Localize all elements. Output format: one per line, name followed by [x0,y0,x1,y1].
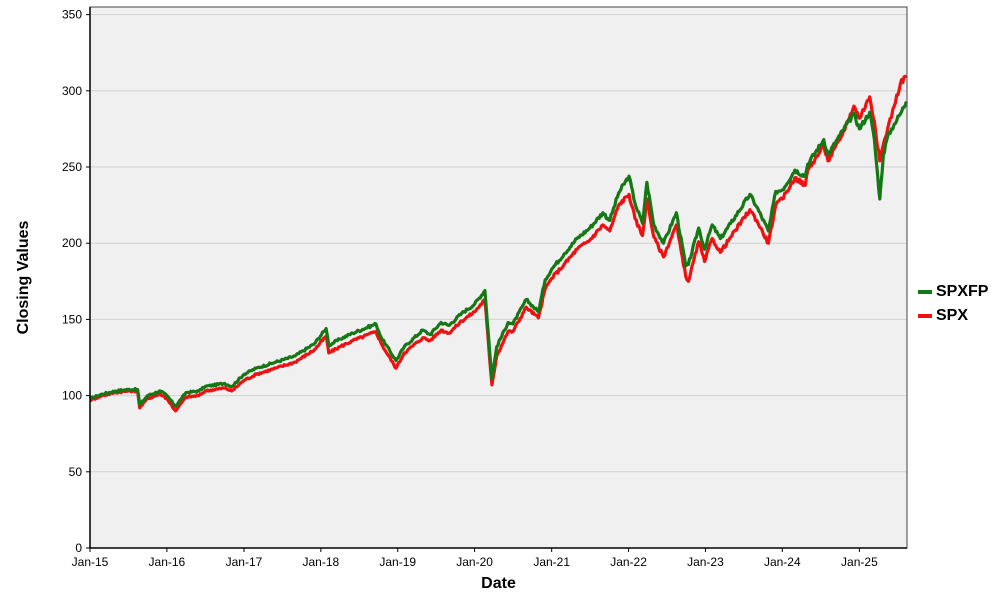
x-tick-label: Jan-23 [687,555,724,569]
legend-label-spx: SPX [936,307,969,324]
y-tick-label: 150 [62,312,82,326]
x-axis: Jan-15 Jan-16 Jan-17 Jan-18 Jan-19 Jan-20 Jan-… [72,548,878,569]
legend-item-spxfp: SPXFP [918,280,988,304]
legend-swatch-spx [918,314,932,318]
x-tick-label: Jan-20 [456,555,493,569]
y-tick-label: 350 [62,8,82,22]
x-tick-label: Jan-21 [533,555,570,569]
y-axis: 0 50 100 150 200 250 300 350 [62,8,90,555]
y-tick-label: 200 [62,236,82,250]
x-tick-label: Jan-24 [764,555,801,569]
x-tick-label: Jan-16 [149,555,186,569]
legend-swatch-spxfp [918,290,932,294]
plot-frame [89,6,908,549]
y-tick-label: 100 [62,389,82,403]
gridlines [90,14,907,549]
x-tick-label: Jan-15 [72,555,109,569]
series-line-spxfp [88,101,908,408]
legend: SPXFP SPX [918,280,988,328]
y-tick-label: 300 [62,84,82,98]
x-tick-label: Jan-17 [226,555,263,569]
y-tick-label: 0 [75,541,82,555]
y-axis-title: Closing Values [15,220,32,334]
plot-area [90,7,907,548]
series-lines [88,74,908,413]
legend-item-spx: SPX [918,304,988,328]
legend-label-spxfp: SPXFP [936,283,989,300]
x-tick-label: Jan-25 [841,555,878,569]
x-tick-label: Jan-22 [610,555,647,569]
y-tick-label: 50 [69,465,83,479]
series-line-spx [89,74,908,413]
y-tick-label: 250 [62,160,82,174]
x-tick-label: Jan-19 [379,555,416,569]
x-axis-title: Date [481,575,516,592]
x-tick-label: Jan-18 [302,555,339,569]
